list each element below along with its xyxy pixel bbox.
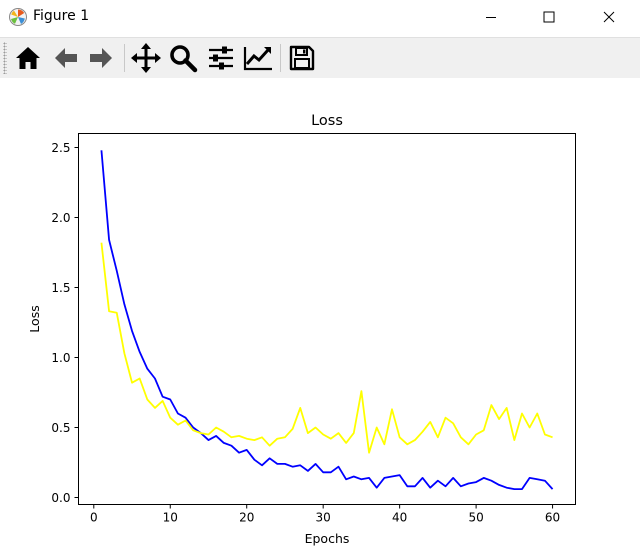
pan-icon: [131, 43, 161, 73]
save-button[interactable]: [285, 41, 319, 75]
toolbar-grip[interactable]: [3, 42, 7, 74]
figure-canvas[interactable]: Loss 0 10 20 30 40 50 60 0.0 0.5 1.0 1.5 2.0 2.5 Epo…: [0, 78, 640, 555]
close-button[interactable]: [586, 0, 632, 34]
window-title: Figure 1: [33, 8, 90, 24]
pan-button[interactable]: [129, 41, 163, 75]
y-tick-label: 1.5: [51, 281, 70, 295]
y-tick-label: 2.0: [51, 211, 70, 225]
x-tick-label: 50: [468, 511, 483, 525]
plot-area: [78, 133, 576, 505]
home-button[interactable]: [11, 41, 45, 75]
x-axis-label: Epochs: [305, 531, 350, 546]
toolbar-separator: [124, 44, 125, 72]
x-tick-label: 60: [545, 511, 560, 525]
back-button[interactable]: [49, 41, 83, 75]
back-arrow-icon: [55, 48, 77, 68]
edit-axis-icon: [243, 47, 272, 71]
x-tick-label: 40: [392, 511, 407, 525]
configure-subplots-button[interactable]: [204, 41, 238, 75]
close-icon: [603, 11, 615, 23]
loss-chart[interactable]: Loss 0 10 20 30 40 50 60 0.0 0.5 1.0 1.5 2.0 2.5 Epo…: [0, 78, 640, 555]
y-axis-label: Loss: [27, 305, 42, 332]
forward-button[interactable]: [84, 41, 118, 75]
edit-axis-button[interactable]: [241, 41, 275, 75]
series-line-1: [100, 150, 554, 491]
x-tick-label: 0: [90, 511, 98, 525]
home-icon: [16, 47, 40, 69]
minimize-button[interactable]: [468, 0, 514, 34]
maximize-icon: [543, 11, 555, 23]
y-tick-label: 0.5: [51, 421, 70, 435]
series-line-2: [100, 242, 553, 454]
x-tick-label: 10: [163, 511, 178, 525]
window-titlebar: Figure 1: [0, 0, 640, 36]
x-tick-label: 30: [316, 511, 331, 525]
x-tick-label: 20: [239, 511, 254, 525]
minimize-icon: [486, 17, 496, 18]
configure-subplots-icon: [209, 46, 233, 70]
forward-arrow-icon: [90, 48, 112, 68]
maximize-button[interactable]: [526, 0, 572, 34]
zoom-button[interactable]: [166, 41, 200, 75]
y-tick-label: 1.0: [51, 351, 70, 365]
chart-title: Loss: [311, 113, 343, 129]
toolbar-separator: [280, 44, 281, 72]
navigation-toolbar: [0, 37, 640, 79]
save-icon: [289, 45, 315, 71]
zoom-icon: [170, 45, 198, 73]
y-tick-label: 2.5: [51, 141, 70, 155]
matplotlib-logo-icon: [9, 8, 27, 26]
y-tick-label: 0.0: [51, 491, 70, 505]
